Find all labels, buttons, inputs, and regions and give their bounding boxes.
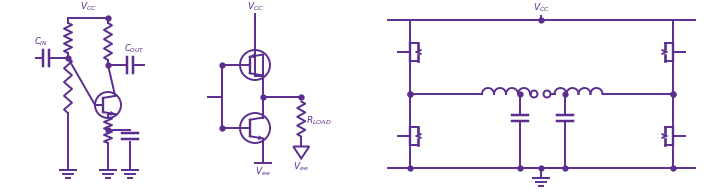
Text: $C_{IN}$: $C_{IN}$ xyxy=(34,36,48,48)
Text: $V_{CC}$: $V_{CC}$ xyxy=(80,1,97,13)
Text: $V_{ee}$: $V_{ee}$ xyxy=(293,160,309,173)
Text: $V_{ee}$: $V_{ee}$ xyxy=(256,166,271,178)
Text: $V_{CC}$: $V_{CC}$ xyxy=(246,1,263,13)
Polygon shape xyxy=(250,54,255,58)
Text: $V_{CC}$: $V_{CC}$ xyxy=(532,2,550,14)
Polygon shape xyxy=(258,135,263,140)
Text: $R_{LOAD}$: $R_{LOAD}$ xyxy=(306,114,332,127)
Text: $C_{OUT}$: $C_{OUT}$ xyxy=(124,42,144,55)
Polygon shape xyxy=(110,111,115,116)
